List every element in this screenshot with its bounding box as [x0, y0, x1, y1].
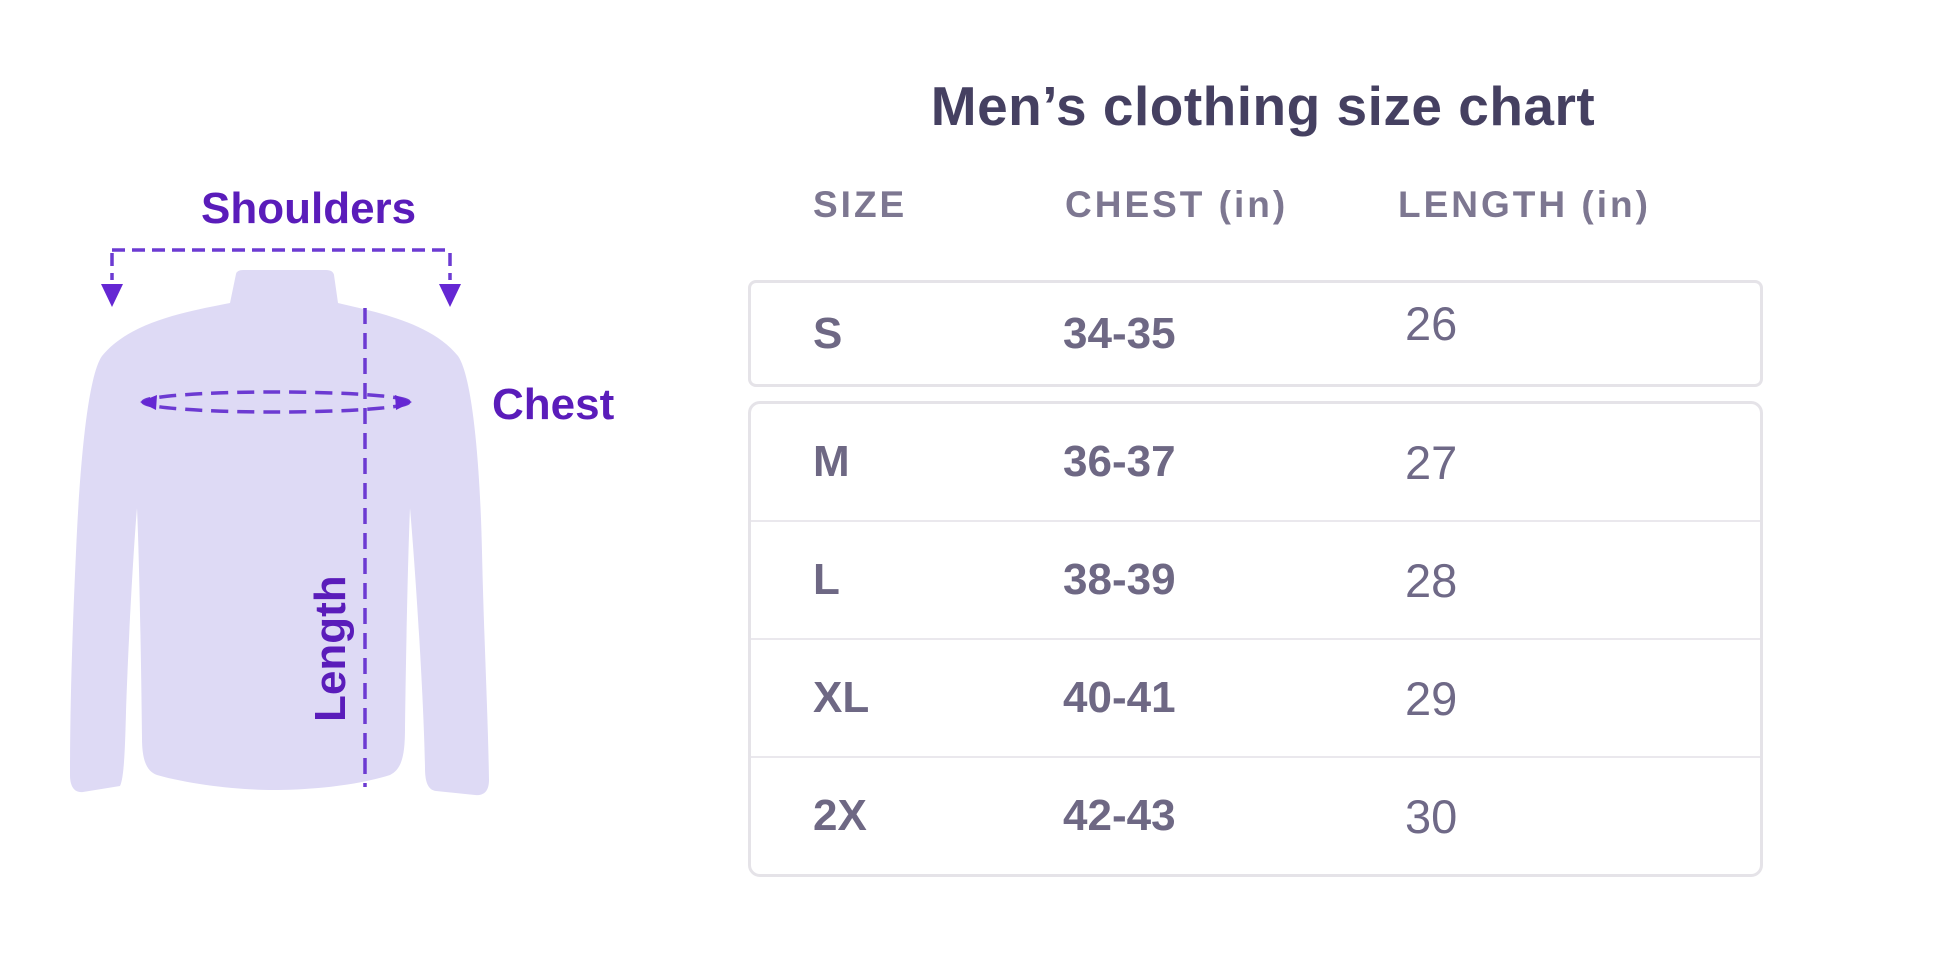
size-value: XL [813, 673, 870, 722]
chest-arrow-right-icon [395, 395, 412, 410]
size-value: 2X [813, 791, 867, 840]
chest-value: 40-41 [1063, 673, 1176, 722]
column-header-chest: CHEST (in) [1065, 184, 1289, 225]
table-row: M 36-37 27 [751, 404, 1760, 520]
length-value: 29 [1405, 671, 1458, 725]
shoulders-arrow-right-icon [439, 284, 461, 307]
shirt-silhouette [70, 270, 489, 796]
length-label: Length [306, 575, 355, 722]
chest-measure-ellipse [140, 390, 412, 414]
size-value: M [813, 437, 850, 486]
length-value: 30 [1405, 789, 1458, 843]
shirt-illustration [70, 248, 489, 796]
table-row: 2X 42-43 30 [751, 756, 1760, 874]
size-value: S [813, 308, 843, 358]
page-title: Men’s clothing size chart [930, 75, 1596, 137]
length-value: 26 [1405, 297, 1458, 350]
column-header-length: LENGTH (in) [1398, 184, 1651, 225]
shoulders-arrow-left-icon [101, 284, 123, 307]
chest-arrow-left-icon [140, 395, 157, 410]
shoulders-label: Shoulders [201, 184, 417, 233]
chest-label: Chest [492, 380, 615, 429]
table-row: XL 40-41 29 [751, 638, 1760, 756]
length-value: 28 [1405, 553, 1458, 607]
shoulders-measure-line [110, 248, 452, 280]
size-table-first-box: S 34-35 26 [748, 280, 1763, 387]
table-row: L 38-39 28 [751, 520, 1760, 638]
column-header-size: SIZE [813, 184, 908, 225]
chest-value: 42-43 [1063, 791, 1176, 840]
chest-value: 38-39 [1063, 555, 1176, 604]
size-value: L [813, 555, 840, 604]
length-value: 27 [1405, 435, 1458, 489]
chest-value: 34-35 [1063, 308, 1176, 358]
chest-value: 36-37 [1063, 437, 1176, 486]
table-row: S 34-35 26 [751, 283, 1760, 384]
size-table-rows-box: M 36-37 27 L 38-39 28 XL 40-41 29 2X 42-… [748, 401, 1763, 877]
